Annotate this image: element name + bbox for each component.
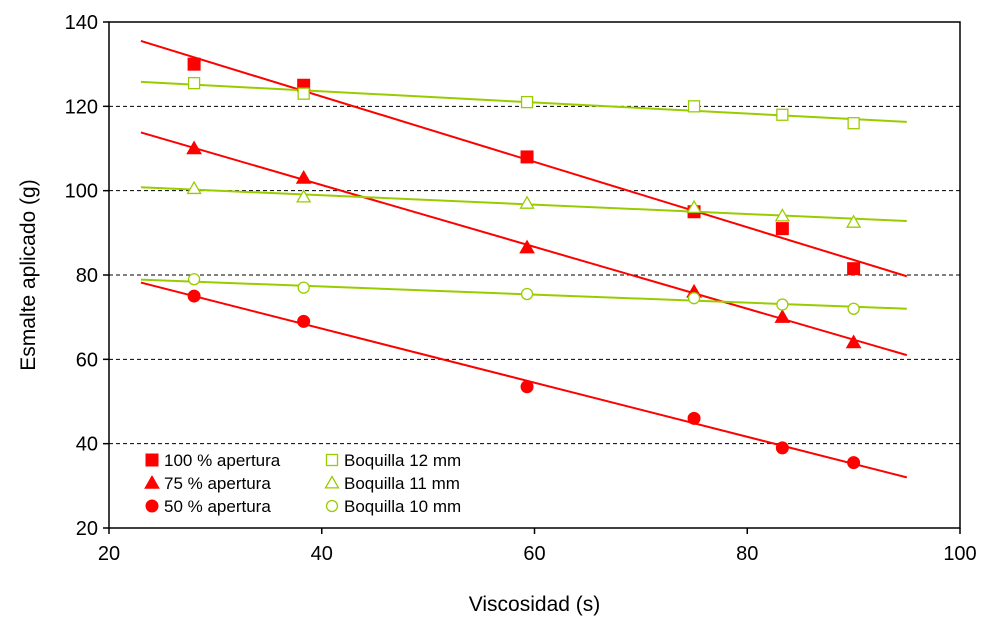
data-point-series-4 [686,199,702,214]
legend-marker [324,475,340,489]
data-point-series-4 [846,214,862,228]
data-point-series-5 [776,298,789,311]
y-tick-label: 40 [76,434,98,456]
legend-label: 100 % apertura [164,451,281,470]
marker-layer [186,57,862,470]
legend-label: Boquilla 12 mm [344,451,461,470]
data-point-series-5 [847,302,860,315]
data-point-series-0 [187,57,201,71]
legend-label: Boquilla 10 mm [344,497,461,516]
trendline-series-2 [140,281,908,479]
data-point-series-4 [774,208,790,222]
data-point-series-0 [520,150,534,164]
data-point-series-3 [687,100,701,113]
y-tick-label: 80 [76,265,98,287]
data-point-series-2 [187,289,201,303]
data-point-series-4 [519,195,535,209]
legend-label: Boquilla 11 mm [344,474,460,493]
x-axis-title: Viscosidad (s) [469,593,601,616]
data-point-series-3 [187,76,201,90]
data-point-series-4 [296,189,312,203]
data-point-series-4 [186,180,202,195]
data-point-series-1 [295,170,312,184]
data-point-series-5 [520,287,534,301]
legend-marker [145,499,159,513]
legend-marker [145,453,159,467]
data-point-series-5 [187,273,201,286]
data-point-series-1 [186,140,202,155]
y-axis-title: Esmalte aplicado (g) [17,179,40,370]
y-tick-label: 20 [76,518,98,540]
legend-marker [144,474,160,489]
data-point-series-3 [847,117,860,130]
data-point-series-3 [297,87,310,100]
data-point-series-1 [519,239,535,254]
y-tick-label: 60 [76,349,98,371]
data-point-series-3 [520,95,534,109]
legend-label: 75 % apertura [164,474,271,493]
axes-layer: 20 40 60 80 100 120 140 20 40 60 80 100 [65,12,977,565]
x-tick-label: 40 [311,543,333,565]
data-point-series-5 [687,292,701,305]
data-point-series-2 [687,411,701,425]
data-point-series-5 [297,281,310,294]
data-point-series-1 [845,334,862,349]
legend-marker [325,499,339,513]
legend-marker [325,453,339,467]
x-tick-label: 100 [943,543,976,565]
x-tick-label: 20 [98,543,120,565]
data-point-series-3 [776,108,789,121]
legend-label: 50 % apertura [164,497,271,516]
data-point-series-1 [774,309,791,323]
data-point-series-2 [775,441,789,455]
y-tick-label: 140 [65,12,98,34]
grid-layer [109,105,960,445]
data-point-series-2 [847,456,861,470]
data-point-series-2 [520,380,534,394]
legend: 100 % apertura 75 % apertura 50 % apertura… [144,451,461,516]
data-point-series-2 [297,314,311,328]
data-point-series-0 [847,262,861,276]
y-tick-label: 100 [65,181,98,203]
trendline-series-1 [140,131,908,357]
data-point-series-0 [775,222,789,236]
x-tick-label: 80 [736,543,758,565]
x-tick-label: 60 [523,543,545,565]
y-tick-label: 120 [65,96,98,118]
